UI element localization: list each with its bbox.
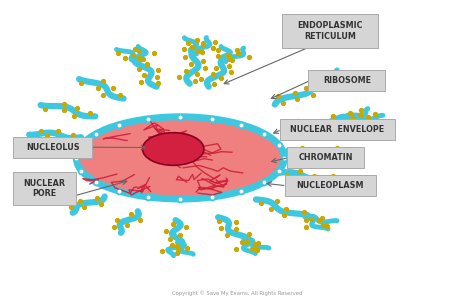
Text: NUCLEOLUS: NUCLEOLUS (26, 142, 80, 152)
FancyBboxPatch shape (287, 147, 364, 168)
Ellipse shape (76, 117, 284, 199)
Text: CHROMATIN: CHROMATIN (298, 153, 353, 162)
Text: RIBOSOME: RIBOSOME (323, 76, 371, 85)
Text: ENDOPLASMIC
RETICULUM: ENDOPLASMIC RETICULUM (298, 21, 363, 41)
FancyBboxPatch shape (283, 14, 378, 48)
FancyBboxPatch shape (285, 175, 376, 196)
Text: Copyright © Save My Exams. All Rights Reserved: Copyright © Save My Exams. All Rights Re… (172, 290, 302, 296)
FancyBboxPatch shape (280, 119, 395, 140)
Text: NUCLEAR  ENVELOPE: NUCLEAR ENVELOPE (291, 125, 384, 134)
FancyBboxPatch shape (13, 136, 92, 158)
Text: NUCLEOPLASM: NUCLEOPLASM (297, 181, 364, 190)
Text: NUCLEAR
PORE: NUCLEAR PORE (23, 179, 65, 198)
Ellipse shape (143, 133, 204, 165)
FancyBboxPatch shape (309, 70, 385, 91)
FancyBboxPatch shape (13, 172, 76, 205)
